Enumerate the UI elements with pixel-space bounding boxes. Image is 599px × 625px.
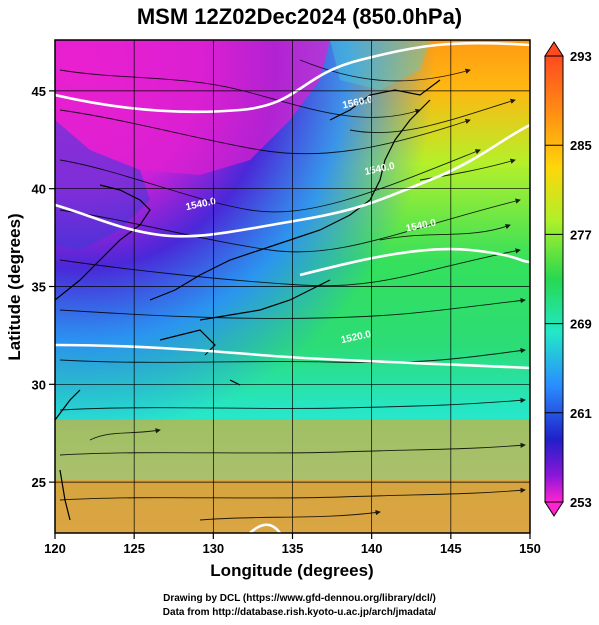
y-tick-label: 40 [32,182,46,197]
colorbar-tick-label: 293 [570,49,592,64]
y-axis-label: Latitude (degrees) [5,213,24,360]
colorbar-tick-label: 285 [570,138,592,153]
x-tick-label: 140 [361,541,383,556]
axis-tick-marks [49,90,531,539]
y-axis: 25 30 35 40 45 [32,84,46,490]
credit-data: Data from http://database.rish.kyoto-u.a… [162,607,437,618]
x-tick-label: 150 [519,541,541,556]
colorbar-max-arrow [544,41,564,57]
colorbar-tick-label: 253 [570,495,592,510]
colorbar-tick-label: 269 [570,317,592,332]
x-tick-label: 130 [202,541,224,556]
colorbar: 293 285 277 269 261 253 [544,41,592,517]
y-tick-label: 30 [32,377,46,392]
colorbar-tick-label: 277 [570,227,592,242]
colorbar-gradient [544,55,564,503]
x-tick-label: 145 [440,541,462,556]
y-tick-label: 35 [32,280,46,295]
y-tick-label: 45 [32,84,46,99]
x-tick-label: 120 [44,541,66,556]
x-axis-label: Longitude (degrees) [210,561,373,580]
credit-drawing: Drawing by DCL (https://www.gfd-dennou.o… [163,593,436,604]
wind-streamlines [59,59,526,521]
x-axis: 120 125 130 135 140 145 150 [44,541,541,556]
x-tick-label: 135 [282,541,304,556]
x-tick-label: 125 [123,541,145,556]
height-contours [55,41,530,533]
figure-title: MSM 12Z02Dec2024 (850.0hPa) [136,4,463,29]
colorbar-min-arrow [544,501,564,517]
coastlines [55,79,441,521]
y-tick-label: 25 [32,475,46,490]
colorbar-tick-label: 261 [570,406,592,421]
